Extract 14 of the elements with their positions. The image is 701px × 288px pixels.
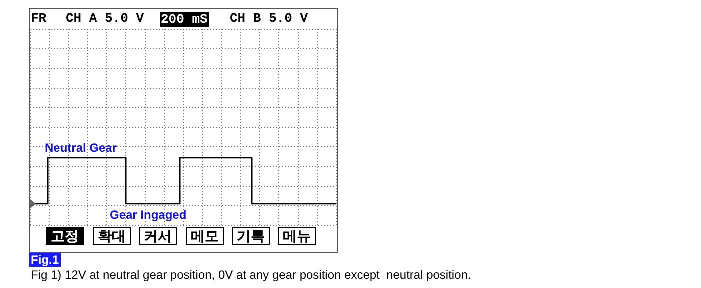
menu-button[interactable]: 메뉴 [278,227,316,245]
text: FR [31,11,47,26]
text: Gear Ingaged [110,208,187,222]
menu-button[interactable]: 고정 [46,227,84,245]
text: 200 mS [160,12,209,27]
menu-button[interactable]: 커서 [139,227,177,245]
menu-button[interactable]: 확대 [93,227,131,245]
text: Neutral Gear [45,141,118,155]
menu-button[interactable]: 메모 [186,227,224,245]
text: CH A 5.0 V [66,11,144,26]
caption: Fig 1) 12V at neutral gear position, 0V at any gear position except neutral position. [31,268,472,282]
menu-button[interactable]: 기록 [232,227,270,245]
text: Fig.1 [29,253,62,267]
text: CH B 5.0 V [230,11,308,26]
